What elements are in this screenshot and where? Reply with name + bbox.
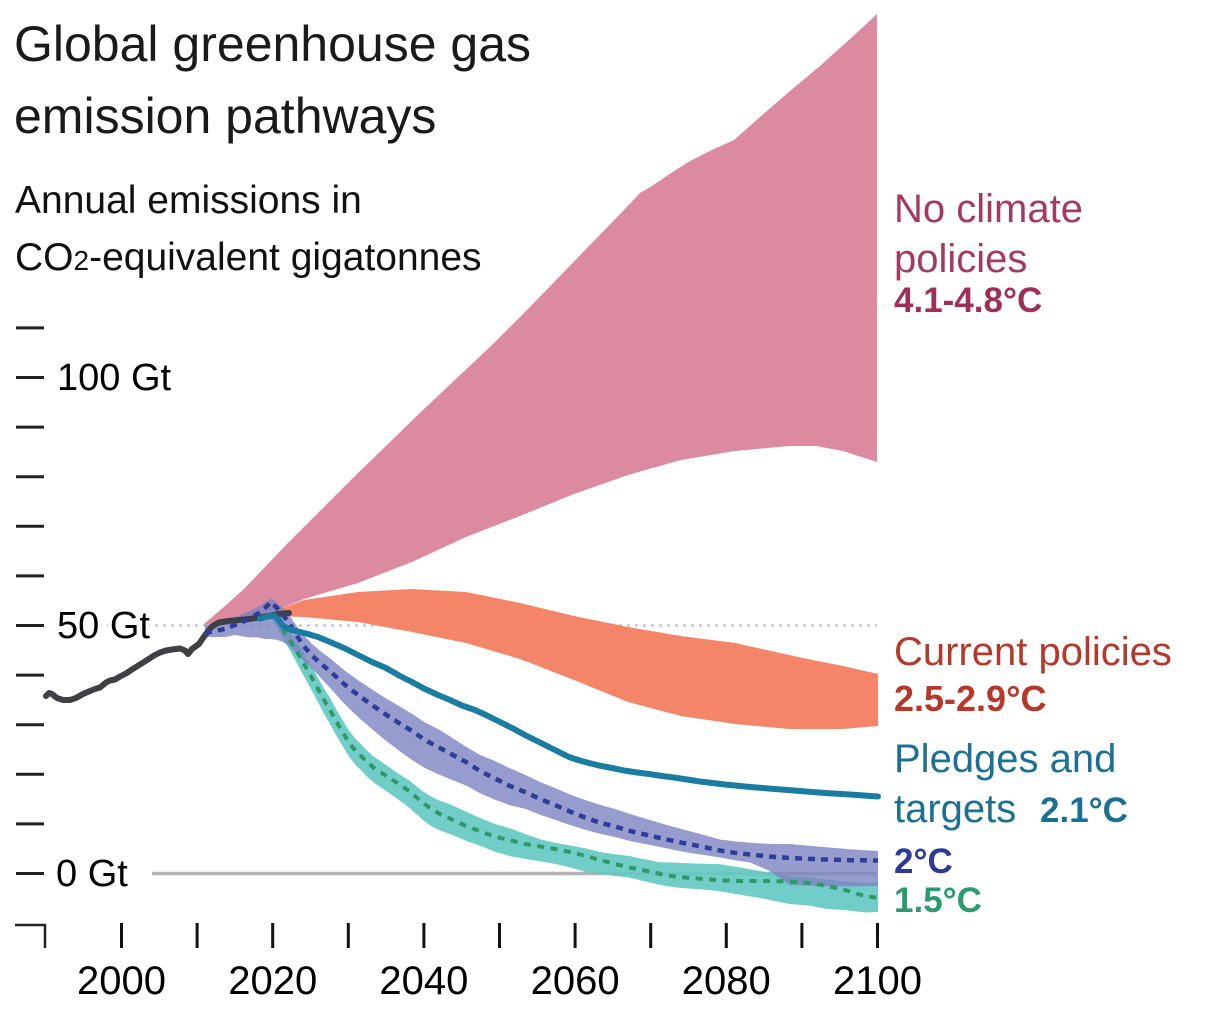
svg-text:targets: targets: [894, 787, 1016, 831]
svg-text:0 Gt: 0 Gt: [56, 853, 128, 895]
svg-text:2020: 2020: [228, 959, 317, 1003]
svg-text:2.1°C: 2.1°C: [1040, 791, 1128, 830]
svg-text:100 Gt: 100 Gt: [57, 357, 172, 399]
svg-text:No climate: No climate: [894, 187, 1083, 231]
svg-text:Annual emissions in: Annual emissions in: [15, 179, 362, 222]
svg-text:Global greenhouse gas: Global greenhouse gas: [14, 16, 531, 72]
svg-text:2.5-2.9°C: 2.5-2.9°C: [894, 678, 1046, 719]
svg-text:CO2-equivalent gigatonnes: CO2-equivalent gigatonnes: [15, 236, 482, 279]
svg-text:1.5°C: 1.5°C: [894, 881, 982, 920]
svg-text:2060: 2060: [531, 959, 620, 1003]
svg-text:Pledges and: Pledges and: [894, 737, 1116, 781]
svg-text:2000: 2000: [77, 959, 166, 1003]
svg-text:Current policies: Current policies: [894, 630, 1172, 674]
svg-text:emission pathways: emission pathways: [14, 88, 436, 144]
svg-text:50 Gt: 50 Gt: [57, 605, 150, 647]
svg-text:2080: 2080: [682, 959, 771, 1003]
svg-text:4.1-4.8°C: 4.1-4.8°C: [894, 281, 1042, 320]
svg-text:2°C: 2°C: [894, 842, 953, 881]
svg-text:policies: policies: [894, 237, 1027, 281]
svg-text:2100: 2100: [833, 959, 922, 1003]
svg-text:2040: 2040: [379, 959, 468, 1003]
